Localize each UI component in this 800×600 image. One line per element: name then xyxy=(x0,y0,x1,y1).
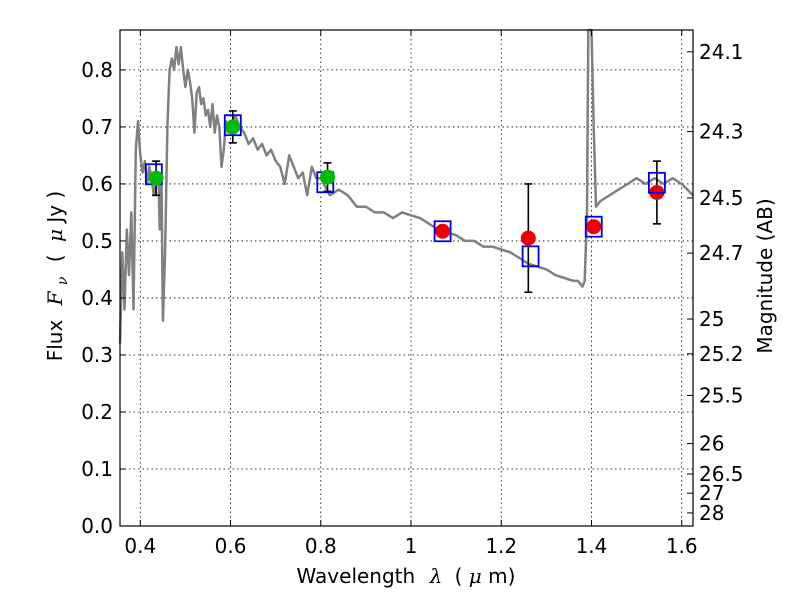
y-tick-label: 0.5 xyxy=(81,229,113,253)
y-tick-label: 0.2 xyxy=(81,400,113,424)
y-axis-nu-subscript: ν xyxy=(55,276,71,285)
y-tick-label: 0.0 xyxy=(81,514,113,538)
y-tick-label: 0.1 xyxy=(81,457,113,481)
mag-tick-label: 24.7 xyxy=(699,241,744,265)
detected-point xyxy=(148,170,164,186)
y-tick-label: 0.7 xyxy=(81,115,113,139)
photometry-point xyxy=(586,219,602,235)
x-axis-unit-open: ( xyxy=(455,564,463,588)
sed-curve xyxy=(118,28,694,344)
model-photometry-box xyxy=(648,171,666,194)
y-axis-label: Flux F ν ( μ Jy ) xyxy=(43,191,72,362)
x-tick-label: 0.6 xyxy=(215,534,247,558)
x-axis-lambda: λ xyxy=(429,564,443,588)
x-tick-label: 0.4 xyxy=(124,534,156,558)
detected-point xyxy=(225,119,241,135)
y-tick-label: 0.6 xyxy=(81,172,113,196)
mag-tick-label: 24.3 xyxy=(699,120,744,144)
mag-tick-label: 27 xyxy=(699,481,724,505)
y-axis-f-symbol: F xyxy=(43,290,67,306)
mag-tick-label: 24.5 xyxy=(699,186,744,210)
mag-tick-label: 28 xyxy=(699,501,724,525)
ticks-layer: 0.4 0.6 0.8 1 1.2 1.4 1.6 0.0 0.1 0.2 0.3 0.4 0.5 0.6… xyxy=(81,30,744,558)
detected-point xyxy=(320,169,336,185)
x-tick-label: 1.4 xyxy=(576,534,608,558)
y-axis-label-text: Flux xyxy=(43,320,67,362)
y-tick-label: 0.4 xyxy=(81,286,113,310)
x-axis-unit-rest: m) xyxy=(488,564,515,588)
model-photometry-box xyxy=(223,114,242,137)
mag-tick-label: 25 xyxy=(699,307,724,331)
x-axis-unit-mu: μ xyxy=(469,564,482,588)
y-tick-label: 0.3 xyxy=(81,343,113,367)
mag-tick-label: 25.5 xyxy=(699,383,744,407)
model-photometry-box xyxy=(433,220,452,243)
x-axis-label-text: Wavelength xyxy=(297,564,416,588)
mag-tick-label: 24.1 xyxy=(699,40,744,64)
x-tick-label: 1.2 xyxy=(485,534,517,558)
y-axis-unit-rest: Jy ) xyxy=(43,191,67,225)
mag-tick-label: 26.5 xyxy=(699,462,744,486)
y2-axis-label: Magnitude (AB) xyxy=(753,198,777,353)
grid-lines xyxy=(120,30,693,526)
x-tick-label: 1.6 xyxy=(666,534,698,558)
markers-layer xyxy=(144,110,666,294)
mag-tick-label: 26 xyxy=(699,432,724,456)
plot-frame xyxy=(119,29,694,527)
mag-tick-label: 25.2 xyxy=(699,342,744,366)
y-tick-label: 0.8 xyxy=(81,58,113,82)
y-axis-unit-open: ( xyxy=(43,254,67,262)
photometry-point xyxy=(520,230,536,246)
sed-curve-layer xyxy=(118,28,694,344)
model-photometry-box xyxy=(584,215,603,238)
y-axis-unit-mu: μ xyxy=(43,229,67,242)
x-tick-label: 1 xyxy=(405,534,418,558)
photometry-point xyxy=(435,223,451,239)
model-photometry-box xyxy=(521,245,540,268)
x-tick-label: 0.8 xyxy=(305,534,337,558)
x-axis-label: Wavelength λ ( μ m) xyxy=(297,564,516,588)
